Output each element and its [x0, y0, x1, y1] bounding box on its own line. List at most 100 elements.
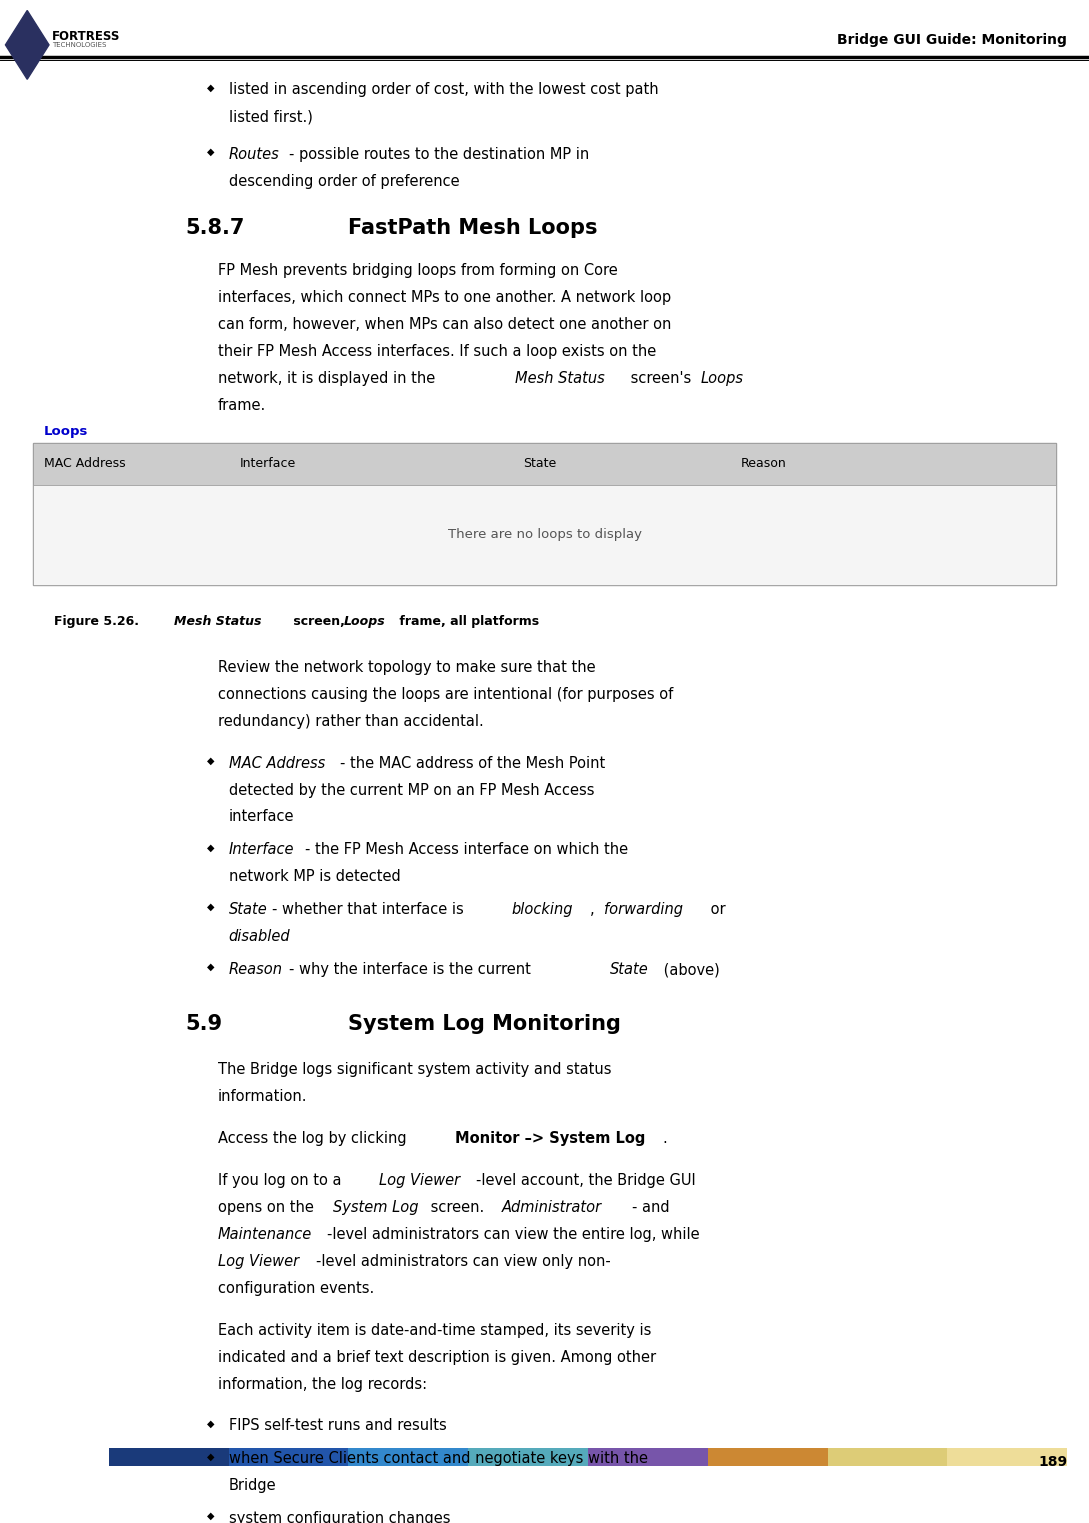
Text: - the FP Mesh Access interface on which the: - the FP Mesh Access interface on which …	[305, 842, 628, 857]
Text: 189: 189	[1038, 1456, 1067, 1470]
Text: frame, all platforms: frame, all platforms	[395, 615, 539, 627]
Text: Figure 5.26.: Figure 5.26.	[54, 615, 139, 627]
Text: MAC Address: MAC Address	[44, 457, 125, 471]
Text: Administrator: Administrator	[502, 1200, 602, 1215]
Bar	[33, 443, 1056, 484]
Text: - whether that interface is: - whether that interface is	[272, 902, 468, 917]
Text: Review the network topology to make sure that the: Review the network topology to make sure…	[218, 659, 596, 675]
Text: or: or	[706, 902, 725, 917]
Text: connections causing the loops are intentional (for purposes of: connections causing the loops are intent…	[218, 687, 673, 702]
Text: disabled: disabled	[229, 929, 291, 944]
Text: interfaces, which connect MPs to one another. A network loop: interfaces, which connect MPs to one ano…	[218, 291, 671, 305]
Text: - possible routes to the destination MP in: - possible routes to the destination MP …	[289, 146, 589, 161]
Text: screen's: screen's	[626, 372, 696, 385]
Text: Each activity item is date-and-time stamped, its severity is: Each activity item is date-and-time stam…	[218, 1322, 651, 1337]
Text: descending order of preference: descending order of preference	[229, 174, 460, 189]
Text: 5.8.7: 5.8.7	[185, 218, 245, 239]
Text: Reason: Reason	[229, 963, 283, 978]
Text: -level account, the Bridge GUI: -level account, the Bridge GUI	[476, 1173, 696, 1188]
Text: frame.: frame.	[218, 398, 266, 413]
Text: State: State	[610, 963, 649, 978]
Text: ,: ,	[590, 902, 599, 917]
Bar	[947, 1448, 1067, 1467]
Text: State: State	[523, 457, 556, 471]
Text: FastPath Mesh Loops: FastPath Mesh Loops	[348, 218, 598, 239]
Text: ◆: ◆	[207, 755, 215, 766]
Text: .: .	[662, 1132, 666, 1147]
Polygon shape	[5, 11, 49, 79]
Text: Loops: Loops	[344, 615, 386, 627]
Text: Mesh Status: Mesh Status	[515, 372, 604, 385]
Text: - why the interface is the current: - why the interface is the current	[289, 963, 535, 978]
Text: -level administrators can view only non-: -level administrators can view only non-	[316, 1253, 611, 1269]
Text: their FP Mesh Access interfaces. If such a loop exists on the: their FP Mesh Access interfaces. If such…	[218, 344, 656, 359]
Text: If you log on to a: If you log on to a	[218, 1173, 346, 1188]
Bar	[348, 1448, 468, 1467]
Text: screen.: screen.	[426, 1200, 489, 1215]
Text: listed in ascending order of cost, with the lowest cost path: listed in ascending order of cost, with …	[229, 82, 659, 97]
Text: screen,: screen,	[289, 615, 348, 627]
Text: Mesh Status: Mesh Status	[174, 615, 261, 627]
Text: ◆: ◆	[207, 1451, 215, 1462]
Text: Monitor –> System Log: Monitor –> System Log	[455, 1132, 646, 1147]
Bar	[33, 484, 1056, 585]
Text: ◆: ◆	[207, 902, 215, 912]
Text: (above): (above)	[659, 963, 720, 978]
Text: - the MAC address of the Mesh Point: - the MAC address of the Mesh Point	[340, 755, 605, 771]
Text: Log Viewer: Log Viewer	[218, 1253, 298, 1269]
Text: TECHNOLOGIES: TECHNOLOGIES	[52, 43, 107, 47]
Text: configuration events.: configuration events.	[218, 1281, 374, 1296]
Text: ◆: ◆	[207, 842, 215, 853]
Text: ◆: ◆	[207, 82, 215, 93]
Text: Access the log by clicking: Access the log by clicking	[218, 1132, 411, 1147]
Text: There are no loops to display: There are no loops to display	[448, 528, 641, 541]
Text: FP Mesh prevents bridging loops from forming on Core: FP Mesh prevents bridging loops from for…	[218, 263, 617, 279]
Text: ◆: ◆	[207, 146, 215, 157]
Bar	[468, 1448, 588, 1467]
Text: Routes: Routes	[229, 146, 280, 161]
Text: Reason: Reason	[741, 457, 786, 471]
Text: listed first.): listed first.)	[229, 110, 313, 125]
Text: blocking: blocking	[512, 902, 573, 917]
Text: Bridge GUI Guide: Monitoring: Bridge GUI Guide: Monitoring	[837, 34, 1067, 47]
Text: Bridge: Bridge	[229, 1479, 277, 1494]
Text: Loops: Loops	[44, 425, 88, 439]
Text: network MP is detected: network MP is detected	[229, 870, 401, 885]
Text: Interface: Interface	[240, 457, 296, 471]
Bar	[708, 1448, 828, 1467]
Text: Interface: Interface	[229, 842, 294, 857]
Text: network, it is displayed in the: network, it is displayed in the	[218, 372, 440, 385]
Text: when Secure Clients contact and negotiate keys with the: when Secure Clients contact and negotiat…	[229, 1451, 648, 1467]
Text: 5.9: 5.9	[185, 1014, 222, 1034]
Text: FIPS self-test runs and results: FIPS self-test runs and results	[229, 1418, 446, 1433]
Text: System Log: System Log	[333, 1200, 419, 1215]
Bar	[588, 1448, 708, 1467]
Text: indicated and a brief text description is given. Among other: indicated and a brief text description i…	[218, 1349, 656, 1365]
Text: FORTRESS: FORTRESS	[52, 30, 121, 43]
Text: -level administrators can view the entire log, while: -level administrators can view the entir…	[327, 1228, 699, 1241]
Text: forwarding: forwarding	[604, 902, 684, 917]
Text: system configuration changes: system configuration changes	[229, 1511, 450, 1523]
Text: ◆: ◆	[207, 1418, 215, 1429]
Text: The Bridge logs significant system activity and status: The Bridge logs significant system activ…	[218, 1063, 611, 1077]
Text: information.: information.	[218, 1089, 307, 1104]
Text: Maintenance: Maintenance	[218, 1228, 313, 1241]
Text: can form, however, when MPs can also detect one another on: can form, however, when MPs can also det…	[218, 317, 671, 332]
Text: detected by the current MP on an FP Mesh Access: detected by the current MP on an FP Mesh…	[229, 783, 595, 798]
Text: information, the log records:: information, the log records:	[218, 1377, 427, 1392]
Text: interface: interface	[229, 810, 294, 824]
Text: ◆: ◆	[207, 1511, 215, 1521]
Text: System Log Monitoring: System Log Monitoring	[348, 1014, 622, 1034]
Text: ◆: ◆	[207, 963, 215, 972]
FancyBboxPatch shape	[33, 443, 1056, 585]
Text: Log Viewer: Log Viewer	[379, 1173, 460, 1188]
Text: Loops: Loops	[700, 372, 743, 385]
Bar	[109, 1448, 229, 1467]
Text: MAC Address: MAC Address	[229, 755, 325, 771]
Bar	[828, 1448, 947, 1467]
Bar	[229, 1448, 348, 1467]
Text: - and: - and	[632, 1200, 670, 1215]
Text: State: State	[229, 902, 268, 917]
Text: opens on the: opens on the	[218, 1200, 318, 1215]
Text: redundancy) rather than accidental.: redundancy) rather than accidental.	[218, 714, 484, 728]
